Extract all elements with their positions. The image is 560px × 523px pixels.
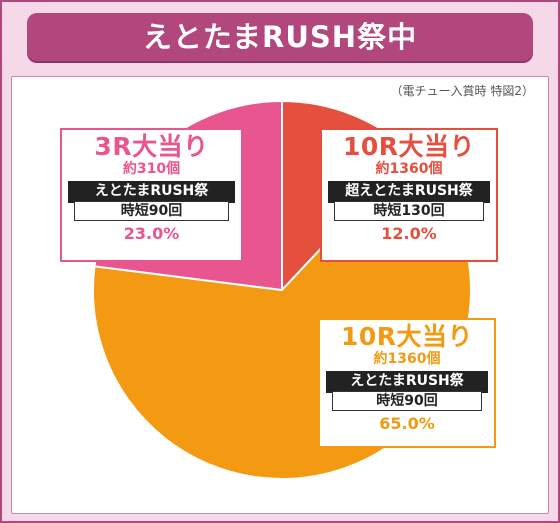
box-10r-top-percent: 12.0% [381,224,437,243]
box-10r-bottom-head: 10R大当り [340,322,474,351]
label-box-10r-bottom: 10R大当り 約1360個 えとたまRUSH祭 時短90回 65.0% [318,318,496,448]
chart-note: （電チュー入賞時 特図2） [390,84,534,98]
box-10r-top-head: 10R大当り [342,132,476,161]
box-10r-bottom-payout: 約1360個 [373,351,441,367]
box-3r-payout: 約310個 [122,161,181,177]
box-10r-top-mode: 超えとたまRUSH祭 [328,181,490,203]
box-3r-head: 3R大当り [94,132,209,161]
box-10r-top-jitan: 時短130回 [334,201,484,221]
box-10r-bottom-mode: えとたまRUSH祭 [326,371,488,393]
box-10r-top-payout: 約1360個 [375,161,443,177]
box-3r-mode: えとたまRUSH祭 [68,181,235,203]
page-title: えとたまRUSH祭中 [27,13,533,61]
box-10r-bottom-jitan: 時短90回 [332,391,482,411]
label-box-3r: 3R大当り 約310個 えとたまRUSH祭 時短90回 23.0% [60,128,243,262]
box-10r-bottom-percent: 65.0% [379,414,435,433]
box-3r-jitan: 時短90回 [74,201,229,221]
box-3r-percent: 23.0% [123,224,180,243]
label-box-10r-top: 10R大当り 約1360個 超えとたまRUSH祭 時短130回 12.0% [320,128,498,262]
